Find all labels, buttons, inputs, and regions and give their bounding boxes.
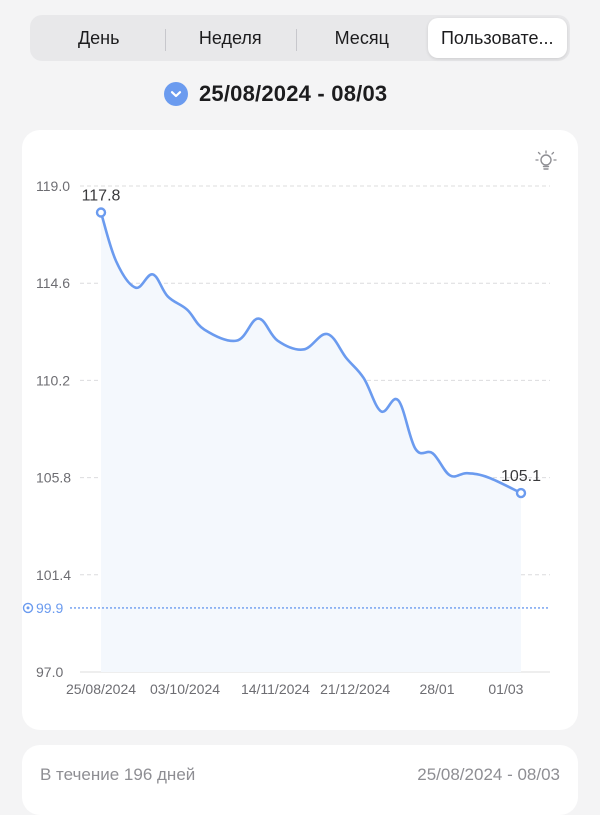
end-value-label: 105.1	[501, 468, 541, 485]
x-tick-label: 03/10/2024	[150, 681, 220, 697]
y-tick-label: 97.0	[36, 664, 63, 680]
period-segmented-control: День Неделя Месяц Пользовате...	[30, 15, 570, 61]
date-range-selector[interactable]: 25/08/2024 - 08/03	[164, 81, 387, 107]
x-tick-label: 25/08/2024	[66, 681, 136, 697]
start-value-label: 117.8	[82, 188, 121, 205]
tab-day-label: День	[77, 27, 120, 48]
y-tick-label: 105.8	[36, 470, 71, 486]
tab-week[interactable]: Неделя	[164, 18, 297, 58]
y-tick-label: 110.2	[36, 372, 70, 388]
tab-custom-label: Пользовате...	[440, 27, 554, 48]
lightbulb-icon[interactable]	[535, 150, 557, 170]
target-icon-dot	[26, 606, 30, 610]
x-tick-label: 21/12/2024	[320, 681, 390, 697]
tab-week-label: Неделя	[198, 27, 262, 48]
weight-chart: 119.0 114.6 110.2 105.8 101.4 97.0 25/08/2024…	[20, 150, 557, 697]
chevron-down-icon[interactable]	[164, 82, 188, 106]
tab-custom[interactable]: Пользовате...	[427, 18, 567, 58]
chart-card: 119.0 114.6 110.2 105.8 101.4 97.0 25/08/2024…	[20, 130, 578, 730]
x-tick-label: 01/03	[488, 681, 523, 697]
goal-marker: 99.9	[20, 598, 68, 617]
tab-day[interactable]: День	[33, 18, 165, 58]
goal-value-label: 99.9	[36, 600, 63, 616]
x-tick-label: 14/11/2024	[241, 681, 310, 697]
tab-month[interactable]: Месяц	[296, 18, 428, 58]
y-tick-label: 119.0	[36, 178, 70, 194]
start-point	[95, 207, 107, 218]
summary-range: 25/08/2024 - 08/03	[417, 765, 560, 784]
summary-card: В течение 196 дней 25/08/2024 - 08/03	[22, 745, 578, 815]
chart-area-fill	[101, 212, 521, 672]
y-tick-label: 114.6	[36, 275, 70, 291]
goal-label-bg	[20, 598, 68, 617]
end-point	[515, 487, 527, 499]
date-range-label: 25/08/2024 - 08/03	[199, 81, 388, 106]
y-tick-label: 101.4	[36, 567, 71, 583]
tab-month-label: Месяц	[334, 27, 389, 48]
y-axis-labels: 119.0 114.6 110.2 105.8 101.4 97.0	[36, 178, 71, 680]
chart-line	[99, 212, 522, 495]
x-tick-label: 28/01	[419, 681, 454, 697]
x-axis-labels: 25/08/2024 03/10/2024 14/11/2024 21/12/2024…	[66, 681, 524, 697]
period-duration: В течение 196 дней	[40, 765, 196, 784]
target-icon	[22, 602, 34, 614]
